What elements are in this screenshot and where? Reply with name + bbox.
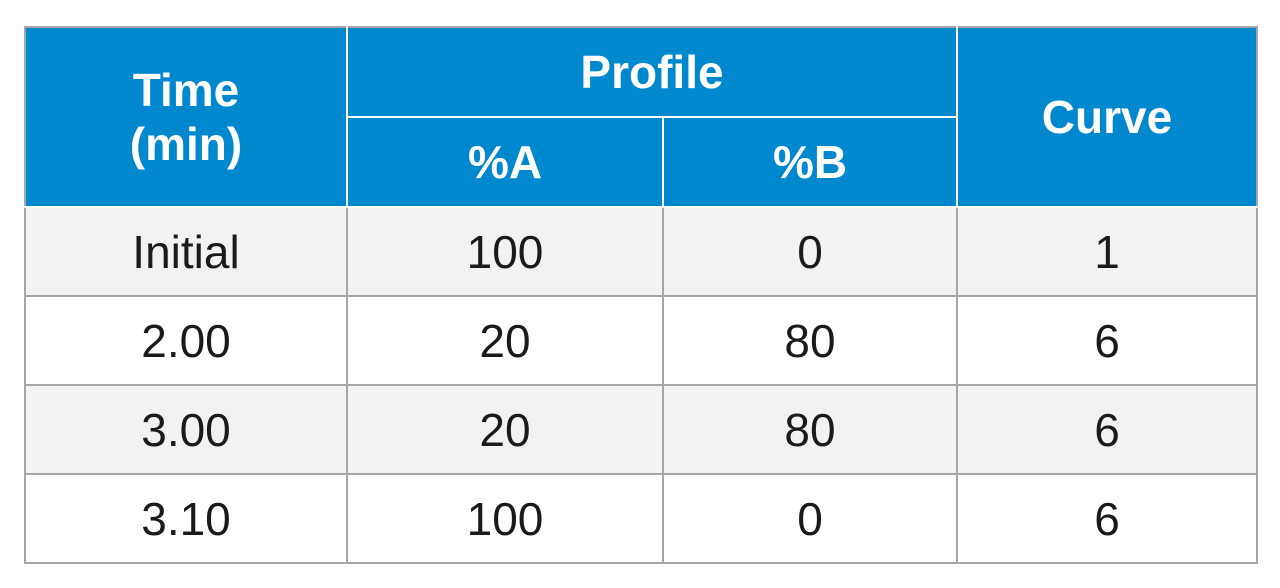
header-time-line1: Time [132, 64, 240, 116]
header-percent-b: %B [662, 116, 958, 208]
cell-curve: 1 [956, 206, 1258, 297]
cell-time: 3.10 [24, 473, 348, 564]
gradient-table: Time (min) Profile Curve %A %B Initial 1… [24, 26, 1258, 564]
table-row: 3.00 20 80 6 [24, 384, 1258, 475]
cell-percent-a: 20 [346, 295, 664, 386]
header-time-line2: (min) [129, 118, 243, 170]
cell-percent-b: 0 [662, 473, 958, 564]
table-body: Initial 100 0 1 2.00 20 80 6 3.00 20 80 … [24, 206, 1258, 564]
cell-curve: 6 [956, 295, 1258, 386]
cell-percent-a: 100 [346, 206, 664, 297]
cell-time: 3.00 [24, 384, 348, 475]
cell-percent-b: 80 [662, 295, 958, 386]
header-curve: Curve [956, 26, 1258, 208]
header-profile: Profile [346, 26, 958, 118]
header-percent-a: %A [346, 116, 664, 208]
cell-curve: 6 [956, 384, 1258, 475]
cell-percent-b: 0 [662, 206, 958, 297]
table-row: 3.10 100 0 6 [24, 473, 1258, 564]
cell-percent-a: 100 [346, 473, 664, 564]
cell-percent-a: 20 [346, 384, 664, 475]
cell-curve: 6 [956, 473, 1258, 564]
cell-percent-b: 80 [662, 384, 958, 475]
cell-time: 2.00 [24, 295, 348, 386]
header-row-top: Time (min) Profile Curve [24, 26, 1258, 208]
header-time: Time (min) [24, 26, 348, 208]
header-row-sub: %A %B [25, 116, 1257, 208]
table-header: Time (min) Profile Curve %A %B [24, 26, 1258, 208]
table-row: Initial 100 0 1 [24, 206, 1258, 297]
table-row: 2.00 20 80 6 [24, 295, 1258, 386]
cell-time: Initial [24, 206, 348, 297]
